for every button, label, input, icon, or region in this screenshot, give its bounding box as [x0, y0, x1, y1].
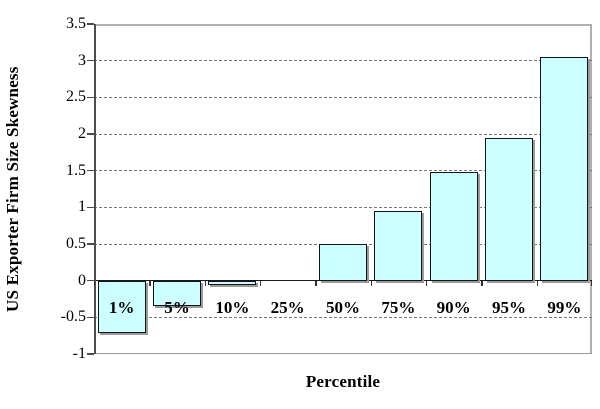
- x-tick-mark: [315, 280, 317, 286]
- x-category-label: 75%: [381, 297, 416, 317]
- x-category-label: 50%: [325, 297, 360, 317]
- x-tick-mark: [260, 280, 262, 286]
- y-tick-mark: [87, 96, 94, 99]
- y-tick-label: 0: [78, 271, 86, 289]
- gridline: [94, 170, 592, 172]
- x-axis-line: [94, 279, 592, 282]
- x-tick-mark: [536, 280, 539, 286]
- y-tick-label: 3.5: [66, 15, 86, 32]
- y-tick-label: 2: [78, 125, 86, 142]
- bar: [208, 280, 257, 286]
- y-tick-mark: [87, 23, 94, 25]
- x-tick-mark: [590, 280, 592, 286]
- y-axis-title: US Exporter Firm Size Skewness: [3, 66, 22, 312]
- bar: [319, 244, 367, 281]
- x-tick-mark: [481, 280, 483, 286]
- x-tick-mark: [149, 280, 151, 286]
- y-tick-label: -1: [72, 345, 86, 362]
- gridline: [94, 96, 592, 98]
- x-tick-mark: [426, 280, 428, 286]
- y-tick-mark: [87, 133, 94, 135]
- x-axis-title: Percentile: [305, 372, 381, 391]
- y-tick-mark: [87, 279, 94, 282]
- x-tick-mark: [370, 280, 373, 286]
- x-category-label: 5%: [164, 297, 190, 317]
- plot-border-top: [94, 24, 592, 26]
- gridline: [94, 133, 592, 135]
- bar: [540, 57, 589, 281]
- bar: [153, 280, 201, 307]
- gridline: [94, 60, 592, 62]
- bar: [485, 137, 533, 281]
- y-tick-label: 0.5: [66, 235, 86, 252]
- x-category-label: 25%: [270, 297, 305, 317]
- y-tick-mark: [87, 353, 94, 355]
- y-tick-mark: [87, 206, 94, 209]
- y-axis-line: [94, 24, 96, 354]
- bar: [429, 172, 478, 281]
- x-category-label: 1%: [108, 297, 135, 317]
- x-category-label: 10%: [215, 297, 250, 317]
- plot-border-right: [590, 24, 592, 354]
- bar: [374, 211, 423, 281]
- y-tick-label: 1: [78, 198, 86, 216]
- y-tick-label: 3: [78, 51, 86, 69]
- y-tick-mark: [87, 243, 94, 245]
- y-tick-label: -0.5: [60, 308, 86, 326]
- x-tick-mark: [94, 280, 96, 286]
- x-category-label: 90%: [436, 297, 471, 317]
- y-tick-label: 2.5: [66, 88, 86, 106]
- plot-border-bottom: [94, 352, 592, 354]
- y-tick-mark: [87, 169, 94, 172]
- y-tick-mark: [87, 59, 94, 62]
- x-category-label: 99%: [547, 297, 582, 317]
- gridline: [94, 316, 592, 318]
- gridline: [94, 206, 592, 208]
- y-tick-label: 1.5: [66, 161, 86, 179]
- y-tick-mark: [87, 316, 94, 319]
- plot-area: 1% 5% 10% 25% 50% 75% 90% 95% 99%: [94, 24, 592, 354]
- x-tick-mark: [204, 280, 207, 286]
- x-category-label: 95%: [491, 297, 526, 317]
- bar: [97, 280, 146, 334]
